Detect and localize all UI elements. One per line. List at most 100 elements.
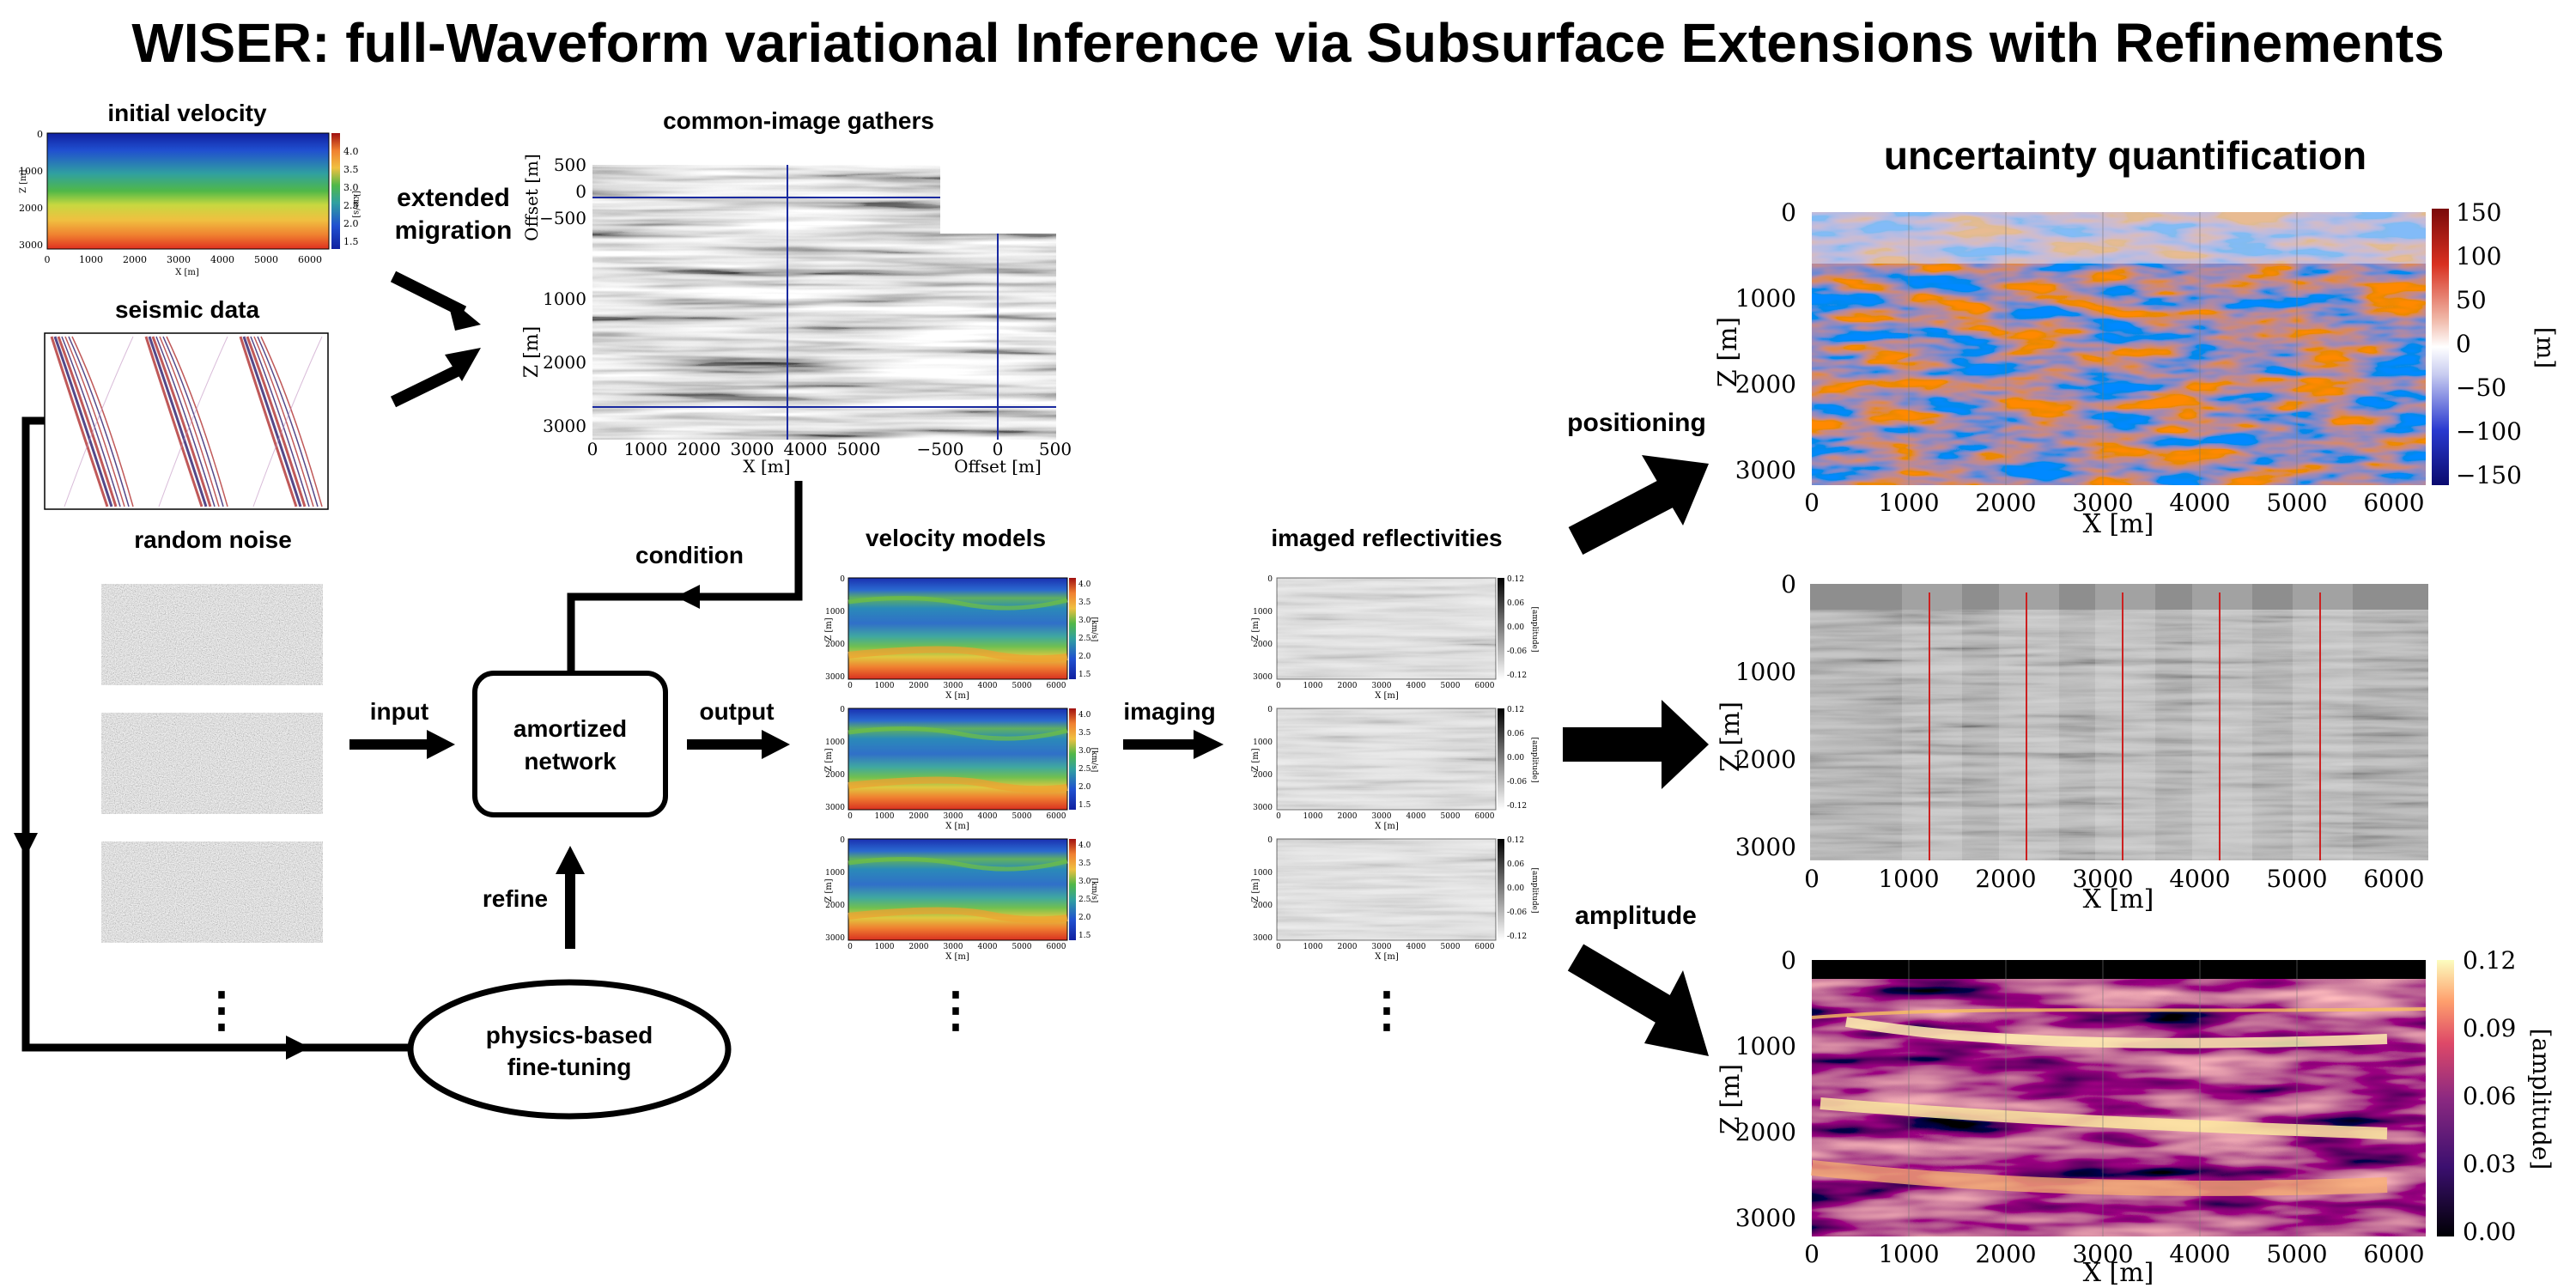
refl-x-tick: 4000 [1406, 812, 1426, 821]
refl-x-tick: 6000 [1475, 943, 1495, 951]
well-highlight [1902, 584, 1962, 860]
shot-event-curve [50, 336, 109, 507]
noise-sample-3 [101, 841, 323, 943]
shot-event-curve [239, 336, 298, 507]
vm-x-tick: 0 [848, 812, 853, 821]
pos-x-tick: 5000 [2266, 489, 2327, 517]
shot-event-curve [257, 336, 319, 507]
vm-x-axis-label: X [m] [945, 691, 969, 701]
refl-x-tick: 1000 [1303, 812, 1323, 821]
shot-event-curve [64, 336, 125, 507]
shot-event-curve [158, 336, 228, 507]
refl-z-tick: 2000 [1253, 771, 1273, 780]
shot-event-curve [53, 336, 113, 507]
vm-x-axis-label: X [m] [945, 952, 969, 962]
output-label: output [699, 698, 774, 725]
refl-x-tick: 1000 [1303, 943, 1323, 951]
amp-cb-tick: 0.03 [2463, 1150, 2516, 1178]
cig-offset-x-tick: 500 [1039, 439, 1072, 459]
vm-x-tick: 3000 [944, 682, 963, 690]
amplitude-unit-label: [amplitude] [2527, 1029, 2555, 1170]
positioning-arrow [1568, 455, 1709, 555]
cig-x-tick: 4000 [784, 439, 828, 459]
extended-migration-label-2: migration [395, 216, 513, 245]
refl-cb-tick: 0.12 [1507, 575, 1524, 584]
shot-event-curve [162, 336, 224, 507]
imaged-reflectivities-label: imaged reflectivities [1271, 525, 1502, 551]
positioning-unit-label: [m] [2531, 327, 2560, 368]
page-title: WISER: full-Waveform variational Inferen… [131, 12, 2444, 74]
small-kms-label: [km/s] [351, 191, 361, 218]
vm-z-axis-label: Z [m] [824, 617, 834, 641]
refl-cb-tick: 0.06 [1507, 599, 1524, 608]
refl-x-tick: 4000 [1406, 682, 1426, 690]
cig-panel: Offset [m] Z [m] X [m] Offset [m] 5000−5… [521, 154, 1072, 477]
refl-x-axis-label: X [m] [1375, 691, 1399, 701]
vm-x-tick: 5000 [1012, 943, 1032, 951]
vm-cb-tick: 2.0 [1078, 653, 1091, 661]
vm-cb-tick: 1.5 [1078, 932, 1091, 940]
shot-event-curve [71, 336, 134, 507]
vm-cb-tick: 3.5 [1078, 860, 1091, 868]
pos-z-tick: 1000 [1735, 284, 1796, 313]
output-arrow [687, 730, 790, 759]
amp-x-tick: 0 [1804, 1240, 1820, 1268]
shot-event-curve [253, 336, 314, 507]
refl-z-tick: 1000 [1253, 608, 1273, 617]
reflectivities-ellipsis: ⋮ [1363, 982, 1411, 1036]
refl-x-tick: 3000 [1372, 812, 1392, 821]
colorbar-tick-label: 3.0 [343, 182, 359, 193]
cig-x-tick: 2000 [677, 439, 721, 459]
vm-x-tick: 4000 [978, 812, 998, 821]
vm-x-tick: 3000 [944, 943, 963, 951]
cig-label: common-image gathers [663, 107, 934, 134]
cig-offset-axis-label: Offset [m] [521, 154, 542, 241]
vm-z-tick: 3000 [825, 934, 845, 943]
vm-cb-tick: 4.0 [1078, 841, 1091, 850]
vm-z-tick: 1000 [825, 608, 845, 617]
wells-x-tick: 0 [1804, 865, 1820, 893]
refine-arrow [556, 846, 585, 949]
vm-z-tick: 3000 [825, 804, 845, 812]
vm-kms-label: [km/s] [1090, 878, 1098, 903]
initial-velocity-panel: Z [m] X [m] [km/s] 0 1000 2000 3000 0 1000 20… [19, 129, 361, 277]
colorbar-tick-label: 4.0 [343, 146, 359, 157]
vm-cb-tick: 3.0 [1078, 878, 1091, 886]
refl-z-axis-label: Z [m] [1251, 748, 1261, 772]
wells-x-tick: 6000 [2363, 865, 2424, 893]
amp-x-tick: 3000 [2072, 1240, 2133, 1268]
refl-x-tick: 3000 [1372, 943, 1392, 951]
amp-x-tick: 6000 [2363, 1240, 2424, 1268]
amplitude-uq-panel: Z [m] X [m] [amplitude] [1716, 960, 2555, 1288]
refl-cb-tick: -0.06 [1507, 647, 1527, 656]
vm-x-tick: 4000 [978, 682, 998, 690]
cig-x-tick: 5000 [837, 439, 881, 459]
refl-cb-tick: -0.12 [1507, 671, 1527, 680]
vm-x-tick: 2000 [909, 812, 929, 821]
loop-right-arrow [286, 1036, 310, 1060]
pos-x-tick: 6000 [2363, 489, 2424, 517]
vm-x-tick: 3000 [944, 812, 963, 821]
refl-z-tick: 2000 [1253, 902, 1273, 910]
vm-cb-tick: 2.0 [1078, 914, 1091, 922]
x-tick-label: 4000 [210, 254, 234, 265]
refl-x-tick: 4000 [1406, 943, 1426, 951]
shot-event-curve [64, 336, 134, 507]
noise-sample-1 [101, 584, 323, 685]
vm-z-tick: 3000 [825, 673, 845, 682]
refl-x-tick: 5000 [1441, 682, 1461, 690]
vm-x-tick: 6000 [1047, 682, 1066, 690]
network-label-2: network [524, 748, 617, 775]
colorbar-tick-label: 2.5 [343, 200, 359, 211]
refl-x-tick: 0 [1276, 943, 1281, 951]
cig-offset-x-axis-label: Offset [m] [954, 456, 1042, 477]
refl-z-tick: 3000 [1253, 804, 1273, 812]
refl-x-tick: 2000 [1338, 682, 1358, 690]
z-tick-label: 0 [37, 129, 43, 140]
amp-cb-tick: 0.06 [2463, 1082, 2516, 1110]
cig-x-tick: 0 [587, 439, 598, 459]
